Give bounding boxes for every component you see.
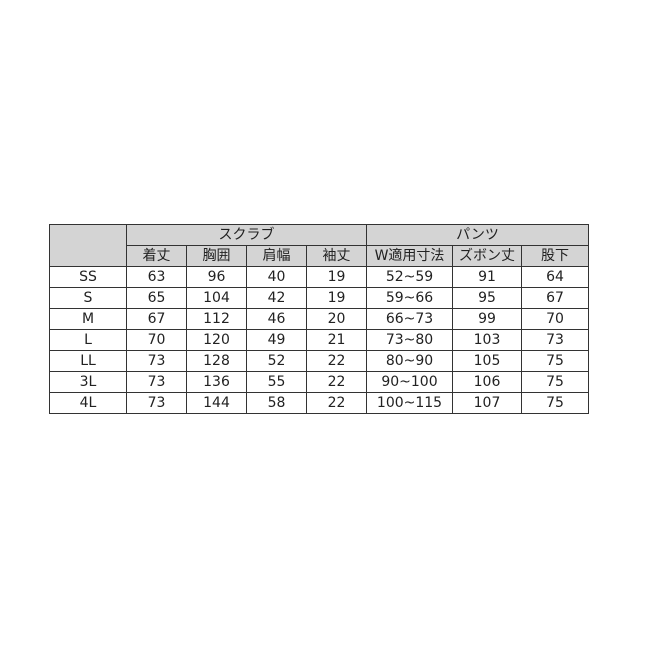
value-cell: 136 bbox=[186, 371, 247, 393]
value-cell: 73 bbox=[521, 329, 589, 351]
value-cell: 73~80 bbox=[366, 329, 453, 351]
value-cell: 52~59 bbox=[366, 266, 453, 288]
value-cell: 112 bbox=[186, 308, 247, 330]
size-cell: 4L bbox=[49, 392, 127, 414]
value-cell: 75 bbox=[521, 371, 589, 393]
value-cell: 22 bbox=[306, 392, 367, 414]
table-row: L 70 120 49 21 73~80 103 73 bbox=[49, 329, 589, 351]
column-header: 袖丈 bbox=[306, 245, 367, 267]
value-cell: 103 bbox=[452, 329, 522, 351]
value-cell: 128 bbox=[186, 350, 247, 372]
value-cell: 66~73 bbox=[366, 308, 453, 330]
value-cell: 144 bbox=[186, 392, 247, 414]
value-cell: 99 bbox=[452, 308, 522, 330]
value-cell: 67 bbox=[521, 287, 589, 309]
value-cell: 40 bbox=[246, 266, 307, 288]
table-row: 4L 73 144 58 22 100~115 107 75 bbox=[49, 392, 589, 414]
value-cell: 100~115 bbox=[366, 392, 453, 414]
column-header: W適用寸法 bbox=[366, 245, 453, 267]
table-row: M 67 112 46 20 66~73 99 70 bbox=[49, 308, 589, 330]
value-cell: 67 bbox=[126, 308, 187, 330]
value-cell: 90~100 bbox=[366, 371, 453, 393]
value-cell: 49 bbox=[246, 329, 307, 351]
value-cell: 59~66 bbox=[366, 287, 453, 309]
size-cell: L bbox=[49, 329, 127, 351]
size-cell: S bbox=[49, 287, 127, 309]
value-cell: 22 bbox=[306, 371, 367, 393]
group-header-pants: パンツ bbox=[366, 224, 589, 246]
value-cell: 73 bbox=[126, 371, 187, 393]
value-cell: 19 bbox=[306, 266, 367, 288]
group-header-row: スクラブ パンツ bbox=[49, 224, 589, 267]
value-cell: 95 bbox=[452, 287, 522, 309]
value-cell: 80~90 bbox=[366, 350, 453, 372]
value-cell: 105 bbox=[452, 350, 522, 372]
size-cell: LL bbox=[49, 350, 127, 372]
value-cell: 58 bbox=[246, 392, 307, 414]
value-cell: 19 bbox=[306, 287, 367, 309]
value-cell: 65 bbox=[126, 287, 187, 309]
value-cell: 22 bbox=[306, 350, 367, 372]
size-cell: M bbox=[49, 308, 127, 330]
value-cell: 73 bbox=[126, 350, 187, 372]
value-cell: 75 bbox=[521, 392, 589, 414]
size-cell: SS bbox=[49, 266, 127, 288]
value-cell: 107 bbox=[452, 392, 522, 414]
value-cell: 63 bbox=[126, 266, 187, 288]
value-cell: 75 bbox=[521, 350, 589, 372]
column-header: 肩幅 bbox=[246, 245, 307, 267]
column-header-row: 着丈 胸囲 肩幅 袖丈 W適用寸法 ズボン丈 股下 bbox=[50, 245, 589, 267]
size-table: スクラブ パンツ 着丈 胸囲 肩幅 袖丈 W適用寸法 ズボン丈 股下 SS 63 9… bbox=[49, 224, 589, 414]
value-cell: 52 bbox=[246, 350, 307, 372]
column-header: 股下 bbox=[521, 245, 589, 267]
table-row: SS 63 96 40 19 52~59 91 64 bbox=[49, 266, 589, 288]
column-header: 胸囲 bbox=[186, 245, 247, 267]
value-cell: 120 bbox=[186, 329, 247, 351]
value-cell: 70 bbox=[521, 308, 589, 330]
table-row: LL 73 128 52 22 80~90 105 75 bbox=[49, 350, 589, 372]
value-cell: 70 bbox=[126, 329, 187, 351]
column-header: ズボン丈 bbox=[452, 245, 522, 267]
value-cell: 96 bbox=[186, 266, 247, 288]
value-cell: 106 bbox=[452, 371, 522, 393]
value-cell: 64 bbox=[521, 266, 589, 288]
table-row: S 65 104 42 19 59~66 95 67 bbox=[49, 287, 589, 309]
value-cell: 20 bbox=[306, 308, 367, 330]
value-cell: 73 bbox=[126, 392, 187, 414]
value-cell: 55 bbox=[246, 371, 307, 393]
value-cell: 46 bbox=[246, 308, 307, 330]
corner-cell bbox=[49, 224, 127, 267]
value-cell: 21 bbox=[306, 329, 367, 351]
value-cell: 42 bbox=[246, 287, 307, 309]
group-header-scrub: スクラブ bbox=[126, 224, 367, 246]
value-cell: 104 bbox=[186, 287, 247, 309]
value-cell: 91 bbox=[452, 266, 522, 288]
column-header: 着丈 bbox=[126, 245, 187, 267]
size-cell: 3L bbox=[49, 371, 127, 393]
table-row: 3L 73 136 55 22 90~100 106 75 bbox=[49, 371, 589, 393]
